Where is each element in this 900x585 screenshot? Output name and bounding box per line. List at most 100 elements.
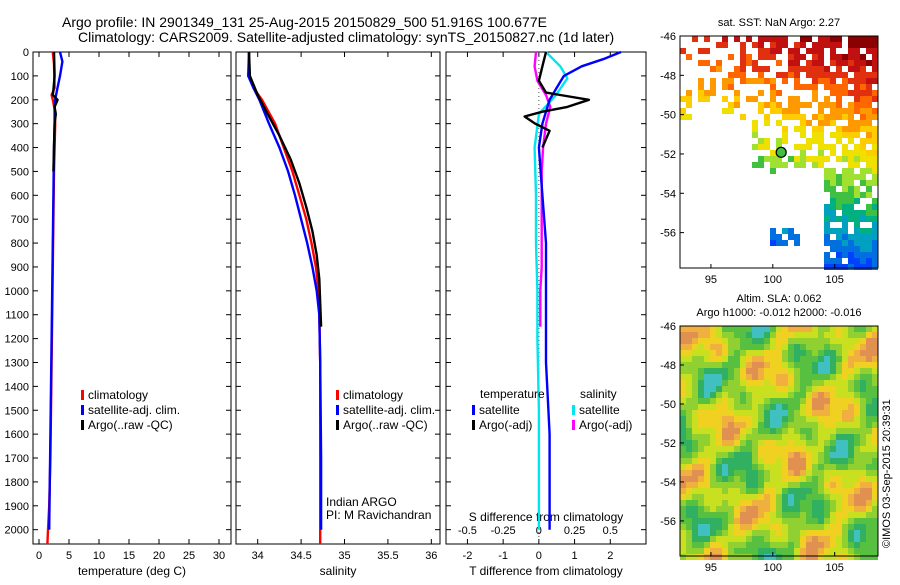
depth-tick-label: 1200 (5, 334, 29, 346)
sla-cell (860, 428, 866, 434)
sst-cell (812, 72, 818, 78)
sst-cell (752, 132, 758, 138)
sla-cell (686, 488, 692, 494)
sst-cell (860, 108, 866, 114)
sla-cell (698, 368, 704, 374)
sst-cell (776, 162, 782, 168)
sla-cell (692, 374, 698, 380)
sla-cell (752, 512, 758, 518)
sla-cell (824, 422, 830, 428)
sst-cell (860, 36, 866, 42)
differences-xtick-label: -2 (463, 550, 473, 562)
sst-cell (860, 192, 866, 198)
sst-cell (704, 90, 710, 96)
sst-cell (722, 96, 728, 102)
sla-cell (680, 452, 686, 458)
sla-cell (710, 470, 716, 476)
sla-cell (866, 536, 872, 542)
temperature-xtick-label: 25 (183, 550, 195, 562)
sla-cell (710, 476, 716, 482)
sst-cell (746, 78, 752, 84)
sla-cell (680, 476, 686, 482)
sst-cell (830, 204, 836, 210)
sla-cell (722, 368, 728, 374)
sla-cell (854, 332, 860, 338)
sla-cell (812, 410, 818, 416)
sla-map-ytick-label: -52 (660, 438, 676, 450)
sla-cell (866, 398, 872, 404)
sla-cell (770, 536, 776, 542)
sst-cell (872, 42, 878, 48)
sla-cell (710, 356, 716, 362)
sla-cell (776, 458, 782, 464)
sla-cell (716, 386, 722, 392)
sst-cell (830, 174, 836, 180)
sst-cell (860, 66, 866, 72)
sla-cell (860, 416, 866, 422)
sla-cell (806, 458, 812, 464)
sla-cell (860, 350, 866, 356)
sla-cell (794, 332, 800, 338)
sla-cell (872, 500, 878, 506)
sst-map-ytick-label: -48 (660, 70, 676, 82)
sla-cell (692, 536, 698, 542)
sst-cell (848, 210, 854, 216)
sla-cell (776, 494, 782, 500)
sla-cell (824, 554, 830, 560)
sst-cell (836, 60, 842, 66)
sla-map-ytick-label: -46 (660, 321, 676, 333)
sst-cell (860, 138, 866, 144)
sla-cell (734, 356, 740, 362)
sla-cell (758, 332, 764, 338)
sla-cell (848, 428, 854, 434)
sla-cell (800, 452, 806, 458)
sla-cell (740, 464, 746, 470)
sla-cell (872, 452, 878, 458)
sst-cell (824, 96, 830, 102)
sla-cell (794, 374, 800, 380)
sla-cell (854, 476, 860, 482)
depth-tick-label: 2000 (5, 525, 29, 537)
legend-swatch (81, 405, 84, 415)
sla-cell (710, 338, 716, 344)
sla-cell (770, 362, 776, 368)
sla-cell (776, 452, 782, 458)
sla-cell (812, 524, 818, 530)
sla-cell (704, 350, 710, 356)
sla-cell (860, 362, 866, 368)
sst-cell (866, 186, 872, 192)
sla-cell (740, 434, 746, 440)
legend-swatch (81, 420, 84, 430)
sla-cell (764, 530, 770, 536)
sst-cell (866, 78, 872, 84)
sst-cell (686, 114, 692, 120)
sla-cell (728, 536, 734, 542)
sst-cell (872, 228, 878, 234)
sst-cell (764, 144, 770, 150)
sst-cell (794, 84, 800, 90)
sla-cell (854, 440, 860, 446)
sla-cell (704, 404, 710, 410)
sla-cell (704, 338, 710, 344)
sla-cell (740, 488, 746, 494)
sla-cell (836, 362, 842, 368)
sla-cell (794, 500, 800, 506)
sla-cell (866, 524, 872, 530)
sla-cell (848, 362, 854, 368)
sst-cell (830, 228, 836, 234)
sla-cell (680, 512, 686, 518)
sla-cell (764, 356, 770, 362)
sst-cell (770, 90, 776, 96)
sla-cell (812, 368, 818, 374)
sla-cell (794, 440, 800, 446)
sst-map-frame (679, 35, 879, 269)
sla-cell (800, 434, 806, 440)
sst-cell (818, 72, 824, 78)
sla-cell (836, 368, 842, 374)
sla-cell (776, 536, 782, 542)
sla-cell (860, 482, 866, 488)
sla-cell (752, 446, 758, 452)
sla-cell (824, 500, 830, 506)
sla-cell (740, 356, 746, 362)
sla-cell (686, 386, 692, 392)
